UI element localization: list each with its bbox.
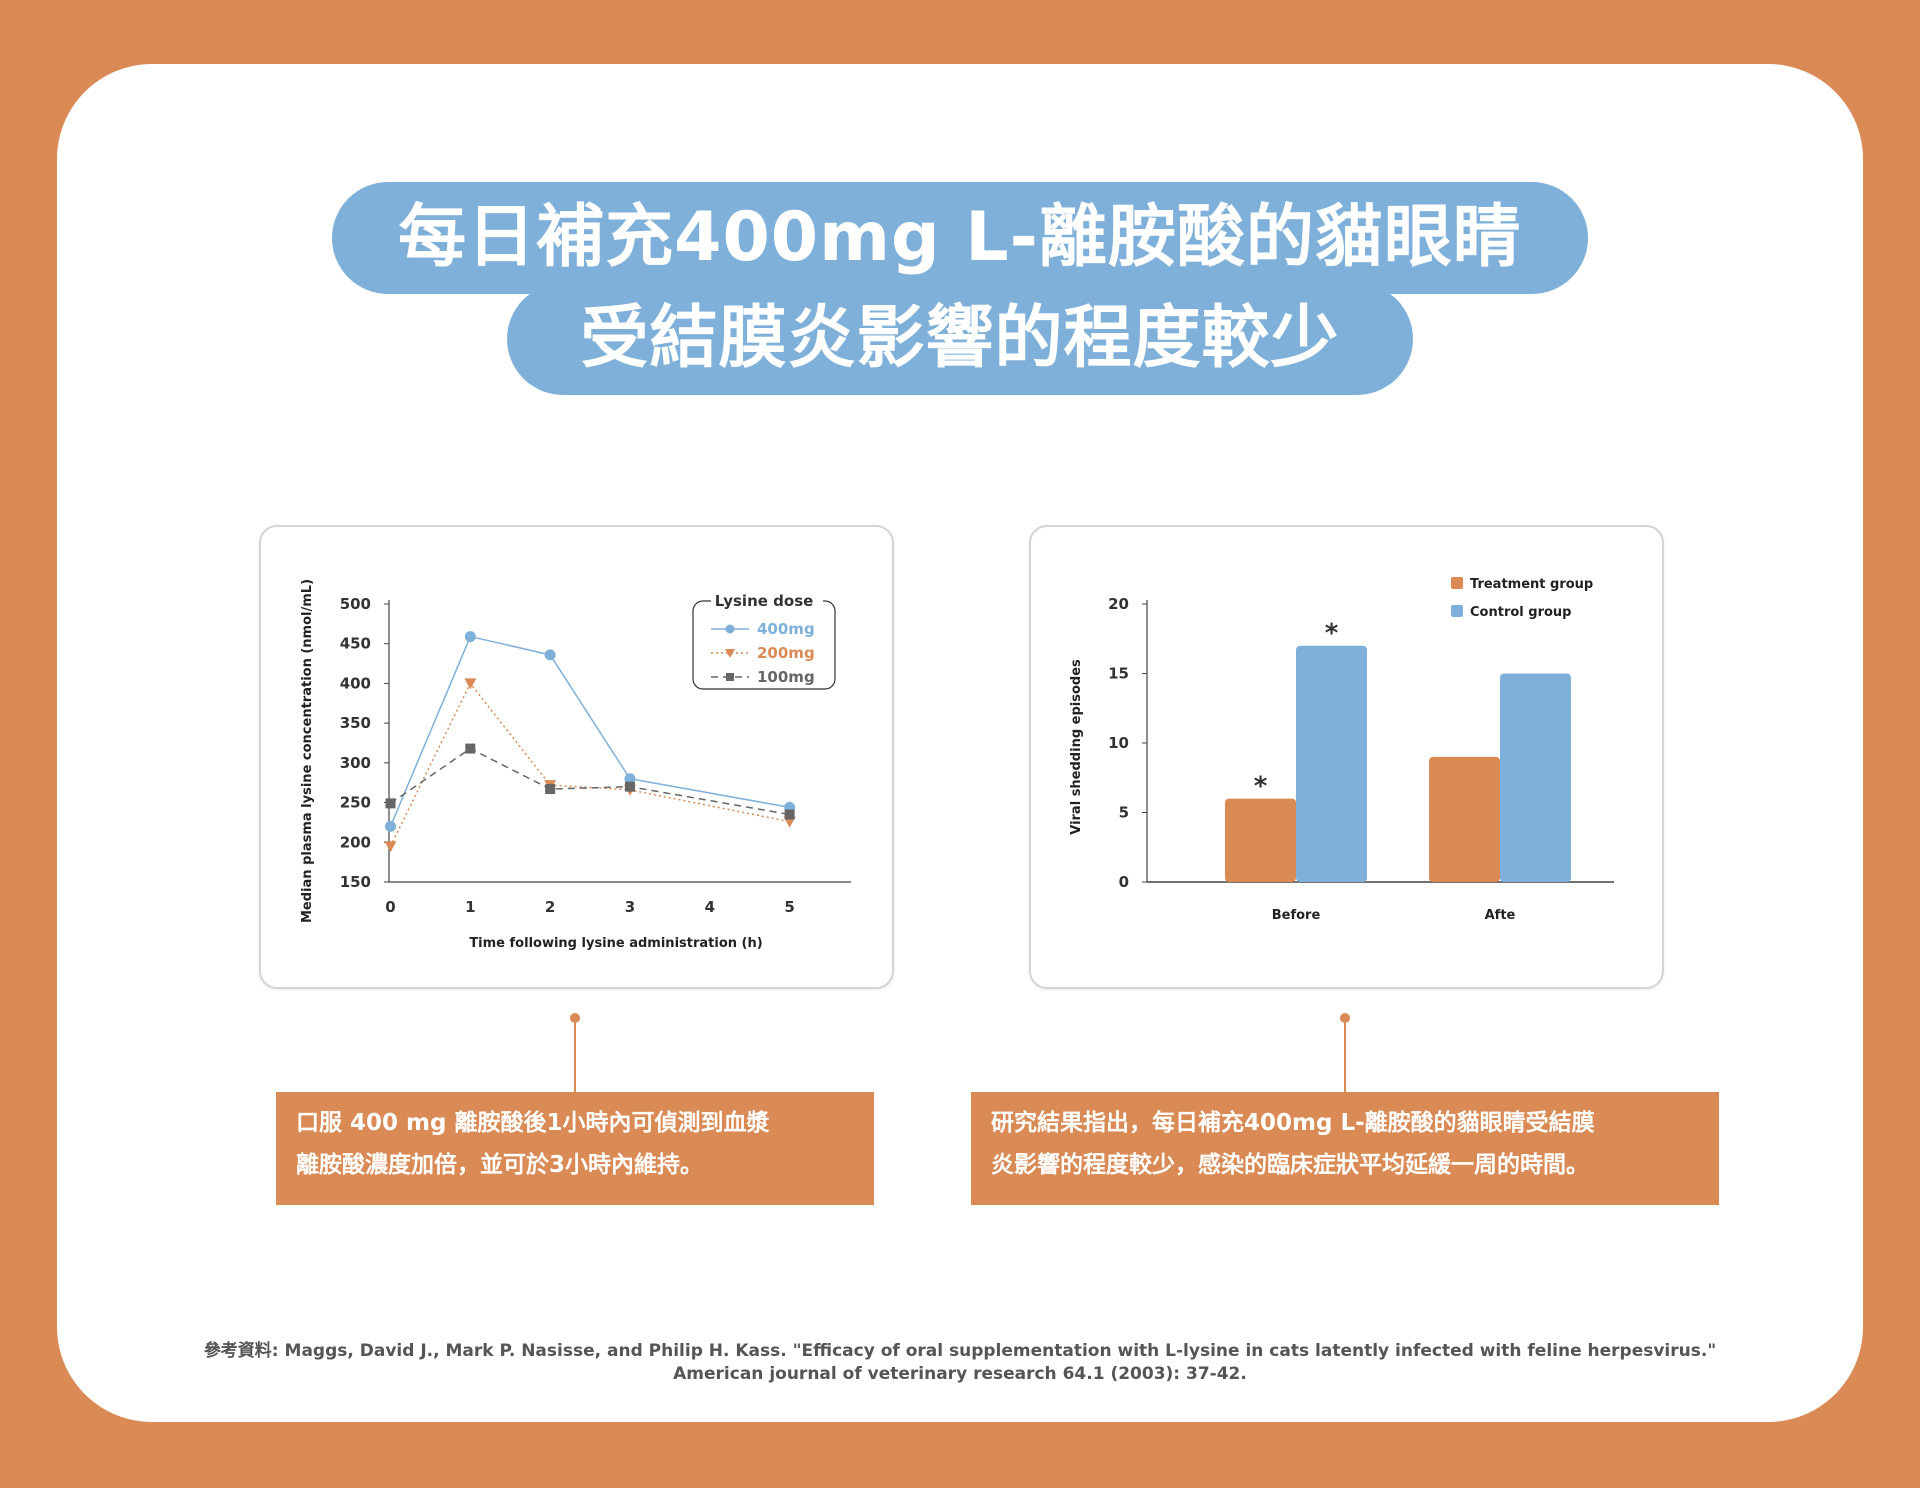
bar-treatment-group [1429, 756, 1500, 882]
y-tick-label: 300 [340, 754, 371, 772]
bar-treatment-group [1225, 798, 1296, 882]
series-line-100mg [390, 747, 790, 816]
title-line-2: 受結膜炎影響的程度較少 [507, 283, 1413, 395]
data-point-400mg [624, 773, 636, 785]
lysine-line-chart: 150 200 250 300 350 400 450 500 0 1 2 3 4 5 Time follo… [300, 579, 851, 951]
connector-line-right [1344, 1018, 1346, 1092]
y-tick-label: 10 [1108, 734, 1129, 752]
viral-shedding-bar-chart-panel: 0 5 10 15 20 Viral shedding episodes Before * * A… [1029, 525, 1664, 989]
legend-title-bg [711, 591, 823, 609]
legend-swatch-control-group [1451, 605, 1463, 617]
y-axis-label: Viral shedding episodes [1069, 659, 1084, 835]
title-line-1: 每日補充400mg L-離胺酸的貓眼睛 [332, 182, 1588, 294]
reference-line-2: American journal of veterinary research … [673, 1364, 1247, 1384]
caption-left: 口服 400 mg 離胺酸後1小時內可偵測到血漿 離胺酸濃度加倍，並可於3小時內… [276, 1092, 874, 1205]
legend-label-100mg: 100mg [757, 668, 815, 686]
y-tick-label: 150 [340, 873, 371, 891]
y-tick-label: 400 [340, 674, 371, 692]
x-tick-label: 0 [385, 898, 395, 916]
legend-marker-100mg [726, 673, 734, 681]
significance-marker: * [1254, 772, 1268, 802]
y-tick-label: 5 [1119, 804, 1129, 822]
x-tick-label: 3 [625, 898, 635, 916]
bar-control-group [1500, 673, 1571, 882]
legend-label: Control group [1470, 605, 1571, 620]
y-tick-label: 500 [340, 595, 371, 613]
data-point-400mg [385, 820, 396, 832]
reference: 參考資料: Maggs, David J., Mark P. Nasisse, … [100, 1340, 1820, 1386]
data-point-400mg [544, 649, 556, 661]
caption-right-line-1: 研究結果指出，每日補充400mg L-離胺酸的貓眼睛受結膜 [991, 1110, 1595, 1136]
x-tick-label: Afte [1485, 908, 1516, 923]
data-point-100mg [545, 784, 556, 795]
y-tick-label: 350 [340, 714, 371, 732]
legend-marker-200mg [725, 649, 735, 658]
y-tick-label: 450 [340, 635, 371, 653]
data-point-100mg [465, 743, 476, 754]
y-tick-label: 0 [1119, 873, 1129, 891]
data-point-200mg [384, 841, 397, 853]
caption-left-line-2: 離胺酸濃度加倍，並可於3小時內維持。 [296, 1152, 704, 1178]
lysine-line-chart-panel: 150 200 250 300 350 400 450 500 0 1 2 3 4 5 Time follo… [259, 525, 894, 989]
legend-label-200mg: 200mg [757, 644, 815, 662]
connector-line-left [574, 1018, 576, 1092]
caption-left-line-1: 口服 400 mg 離胺酸後1小時內可偵測到血漿 [296, 1110, 770, 1136]
legend-label-400mg: 400mg [757, 620, 815, 638]
data-point-100mg [784, 809, 795, 820]
x-tick-label: 5 [784, 898, 794, 916]
y-tick-label: 20 [1108, 595, 1129, 613]
legend-title: Lysine dose [715, 592, 814, 610]
data-point-400mg [464, 631, 476, 643]
x-tick-label: 4 [705, 898, 715, 916]
x-axis-label: Time following lysine administration (h) [469, 936, 762, 951]
legend-swatch-treatment-group [1451, 577, 1463, 589]
caption-right-line-2: 炎影響的程度較少，感染的臨床症狀平均延緩一周的時間。 [991, 1152, 1589, 1178]
y-axis-label: Median plasma lysine concentration (nmol… [300, 579, 315, 923]
x-tick-label: 1 [465, 898, 475, 916]
viral-shedding-bar-chart: 0 5 10 15 20 Viral shedding episodes Before * * A… [1069, 577, 1614, 923]
legend-label: Treatment group [1470, 577, 1593, 592]
data-point-100mg [385, 798, 396, 809]
y-tick-label: 15 [1108, 665, 1129, 683]
bar-control-group [1296, 645, 1367, 882]
reference-line-1: 參考資料: Maggs, David J., Mark P. Nasisse, … [203, 1341, 1717, 1361]
x-tick-label: 2 [545, 898, 555, 916]
data-point-100mg [624, 781, 635, 792]
y-tick-label: 200 [340, 833, 371, 851]
significance-marker: * [1325, 619, 1339, 649]
x-tick-label: Before [1272, 908, 1321, 923]
data-point-200mg [464, 678, 477, 690]
series-line-200mg [389, 682, 790, 847]
y-tick-label: 250 [340, 794, 371, 812]
caption-right: 研究結果指出，每日補充400mg L-離胺酸的貓眼睛受結膜 炎影響的程度較少，感… [971, 1092, 1719, 1205]
legend-marker-400mg [725, 624, 735, 634]
